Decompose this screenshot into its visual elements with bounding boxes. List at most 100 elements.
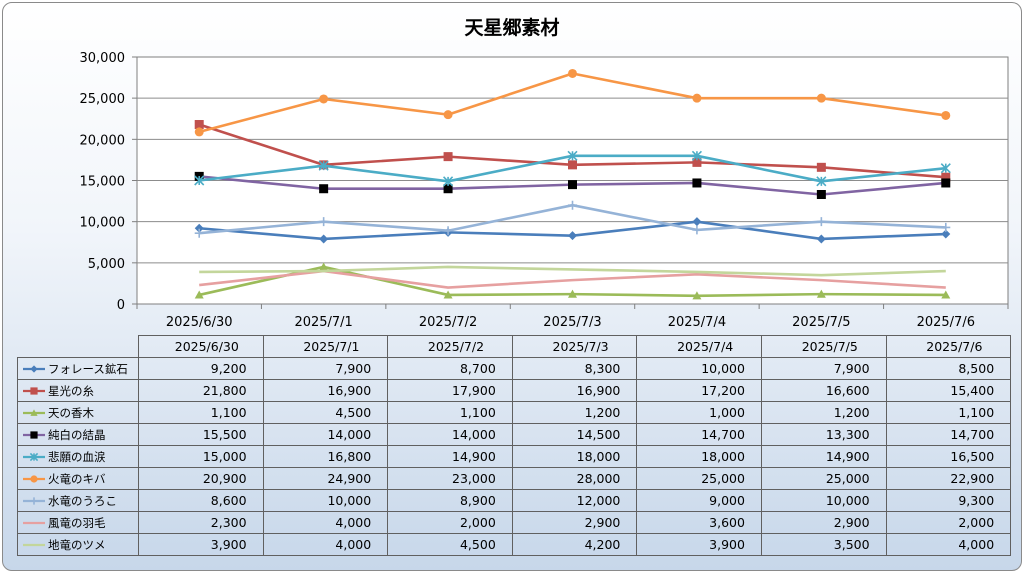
table-row: 火竜のキバ 20,900 24,900 23,000 28,000 25,000 25,00… — [17, 467, 1012, 490]
y-tick-label: 10,000 — [80, 216, 126, 231]
chart-title: 天星郷素材 — [464, 16, 559, 39]
table-cell: 16,900 — [262, 379, 389, 402]
x-axis-ticks: 2025/6/30 2025/7/1 2025/7/2 2025/7/3 2025/7/… — [136, 304, 1009, 330]
data-point — [816, 217, 826, 227]
table-cell: 3,600 — [636, 511, 762, 534]
table-row: 星光の糸 21,800 16,900 17,900 16,900 17,200 16,600… — [17, 379, 1012, 402]
table-cell: 7,900 — [760, 357, 887, 380]
legend-key-icon — [23, 543, 45, 547]
series-name: 星光の糸 — [48, 383, 94, 398]
table-cell: 10,000 — [636, 357, 762, 380]
legend-key-icon — [23, 409, 45, 416]
table-cell: 1,100 — [387, 401, 513, 424]
table-cell: 21,800 — [138, 379, 264, 402]
data-point — [319, 94, 329, 104]
series-legend-cell: 水竜のうろこ — [17, 489, 139, 512]
table-cell: 3,500 — [760, 533, 887, 556]
table-cell: 2,900 — [760, 511, 887, 534]
series-legend-cell: 純白の結晶 — [17, 423, 139, 446]
y-tick-label: 30,000 — [80, 51, 126, 66]
table-corner — [17, 335, 139, 358]
table-cell: 16,600 — [760, 379, 887, 402]
table-cell: 2,300 — [138, 511, 264, 534]
x-tick-label: 2025/7/6 — [917, 315, 975, 330]
table-cell: 9,200 — [138, 357, 264, 380]
series-group — [194, 262, 951, 300]
series-name: 風竜の羽毛 — [48, 515, 106, 530]
legend-key-icon — [23, 365, 45, 373]
table-cell: 4,500 — [387, 533, 513, 556]
legend-key-icon — [23, 431, 45, 439]
table-cell: 8,500 — [885, 357, 1012, 380]
y-tick-label: 20,000 — [80, 133, 126, 148]
y-tick-label: 15,000 — [80, 175, 126, 190]
data-point — [30, 409, 38, 416]
table-cell: 9,300 — [885, 489, 1012, 512]
table-cell: 8,900 — [387, 489, 513, 512]
table-cell: 15,400 — [885, 379, 1012, 402]
data-point — [941, 229, 951, 239]
table-cell: 15,000 — [138, 445, 264, 468]
data-point — [816, 162, 826, 172]
table-cell: 4,200 — [511, 533, 638, 556]
table-cell: 1,200 — [760, 401, 887, 424]
data-point — [568, 68, 577, 78]
data-point — [29, 452, 39, 462]
data-point — [30, 431, 38, 439]
data-point — [941, 172, 951, 182]
x-tick-label: 2025/7/1 — [294, 315, 352, 330]
table-cell: 20,900 — [138, 467, 264, 490]
data-point — [318, 160, 329, 171]
table-cell: 14,700 — [885, 423, 1012, 446]
data-point — [692, 157, 702, 167]
table-header-row: 2025/6/30 2025/7/1 2025/7/2 2025/7/3 2025/7/… — [17, 335, 1012, 358]
y-tick-label: 0 — [117, 298, 125, 313]
table-cell: 1,100 — [885, 401, 1012, 424]
table-cell: 22,900 — [885, 467, 1012, 490]
series-group — [194, 68, 951, 137]
data-point — [816, 176, 827, 187]
data-point — [568, 231, 577, 241]
legend-key-icon — [23, 452, 45, 462]
series-legend-cell: 風竜の羽毛 — [17, 511, 139, 534]
series-group — [199, 265, 946, 277]
x-tick-label: 2025/6/30 — [166, 315, 233, 330]
data-point — [940, 163, 951, 174]
series-name: 純白の結晶 — [48, 427, 106, 442]
table-cell: 8,700 — [387, 357, 513, 380]
series-legend-cell: 悲願の血涙 — [17, 445, 139, 468]
y-axis-ticks: 0 5,000 10,000 15,000 20,000 25,000 30,000 — [80, 51, 137, 313]
data-point — [816, 189, 826, 199]
table-header-cell: 2025/7/2 — [387, 335, 513, 358]
x-tick-label: 2025/7/5 — [792, 315, 850, 330]
series-name: フォレース鉱石 — [48, 361, 128, 376]
table-cell: 25,000 — [760, 467, 887, 490]
data-point — [319, 184, 329, 194]
table-cell: 2,000 — [885, 511, 1012, 534]
table-cell: 3,900 — [138, 533, 264, 556]
data-point — [443, 152, 453, 162]
table-cell: 7,900 — [262, 357, 389, 380]
data-point — [941, 290, 951, 299]
data-point — [568, 180, 577, 190]
data-point — [941, 178, 951, 188]
data-point — [816, 234, 826, 244]
data-point — [816, 93, 826, 103]
y-tick-label: 25,000 — [80, 92, 126, 107]
data-point — [194, 228, 204, 238]
series-legend-cell: フォレース鉱石 — [17, 357, 139, 380]
table-cell: 14,700 — [636, 423, 762, 446]
table-cell: 24,900 — [262, 467, 389, 490]
line-chart: 天星郷素材 0 5,000 10,000 15,000 20,000 25,000 30,0… — [80, 16, 1009, 330]
table-cell: 1,200 — [511, 401, 638, 424]
table-cell: 13,300 — [760, 423, 887, 446]
table-row: 風竜の羽毛 2,300 4,000 2,000 2,900 3,600 2,900 2,000 — [17, 511, 1012, 534]
table-cell: 14,000 — [387, 423, 513, 446]
data-point — [692, 93, 702, 103]
table-cell: 14,000 — [262, 423, 389, 446]
table-cell: 1,000 — [636, 401, 762, 424]
x-tick-label: 2025/7/3 — [543, 315, 601, 330]
series-lines — [194, 68, 951, 300]
series-legend-cell: 星光の糸 — [17, 379, 139, 402]
